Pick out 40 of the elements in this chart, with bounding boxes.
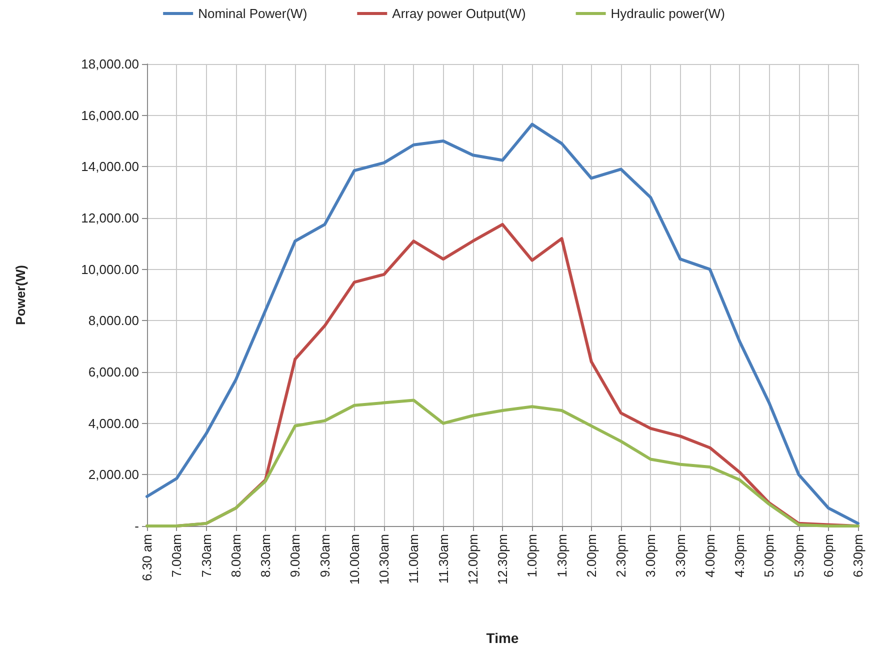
x-tick-label: 10.00am: [346, 534, 362, 585]
x-tick-label: 2.00pm: [584, 534, 599, 578]
x-tick-label: 9.00am: [288, 534, 303, 578]
y-tick-label: 2,000.00: [88, 467, 139, 482]
x-tick-label: 5.30pm: [791, 534, 806, 578]
y-tick-label: 18,000.00: [81, 56, 139, 72]
x-tick-label: 7.30am: [198, 534, 214, 578]
legend-label: Array power Output(W): [392, 6, 526, 21]
x-axis-title: Time: [486, 630, 519, 646]
x-tick-label: 2.30pm: [614, 534, 628, 578]
x-tick-label: 11.30am: [436, 534, 451, 584]
y-tick-label: 12,000.00: [81, 210, 139, 226]
x-tick-label: 7.00am: [169, 534, 184, 578]
x-tick-label: 1.30pm: [554, 534, 570, 578]
x-tick-label: 12.00pm: [465, 534, 480, 585]
x-tick-label: 10.30am: [376, 534, 392, 585]
y-tick-label: 10,000.00: [81, 262, 139, 277]
x-tick-label: 11.00am: [406, 534, 422, 584]
legend-label: Nominal Power(W): [198, 6, 308, 21]
x-tick-label: 12.30pm: [495, 534, 510, 585]
y-tick-label: 14,000.00: [81, 159, 139, 174]
y-axis-title: Power(W): [13, 265, 28, 325]
y-tick-label: 6,000.00: [88, 364, 139, 380]
x-tick-label: 3.00pm: [643, 534, 658, 578]
x-tick-label: 8.00am: [228, 534, 244, 578]
y-tick-label: 4,000.00: [88, 416, 139, 431]
x-tick-label: 6.30 am: [140, 534, 154, 581]
x-tick-label: 4.00pm: [702, 534, 718, 578]
x-tick-label: 6.00pm: [820, 534, 836, 578]
x-tick-label: 4.30pm: [732, 534, 747, 578]
x-tick-label: 9.30am: [317, 534, 332, 578]
y-tick-label: -: [134, 518, 139, 534]
legend-label: Hydraulic power(W): [610, 6, 725, 21]
x-tick-label: 5.00pm: [762, 534, 777, 578]
x-tick-label: 6.30pm: [850, 534, 866, 578]
x-tick-label: 3.30pm: [672, 534, 688, 578]
y-tick-label: 8,000.00: [88, 313, 139, 328]
x-tick-label: 8.30am: [258, 534, 273, 578]
y-tick-label: 16,000.00: [81, 108, 139, 123]
x-tick-label: 1.00pm: [524, 534, 540, 578]
